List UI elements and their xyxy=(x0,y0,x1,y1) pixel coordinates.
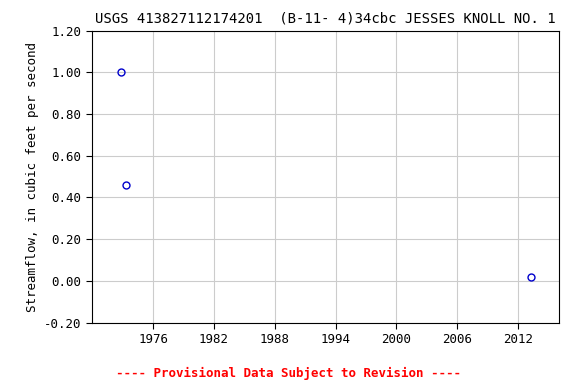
Title: USGS 413827112174201  (B-11- 4)34cbc JESSES KNOLL NO. 1: USGS 413827112174201 (B-11- 4)34cbc JESS… xyxy=(95,12,556,25)
Text: ---- Provisional Data Subject to Revision ----: ---- Provisional Data Subject to Revisio… xyxy=(116,367,460,380)
Y-axis label: Streamflow, in cubic feet per second: Streamflow, in cubic feet per second xyxy=(26,41,39,312)
